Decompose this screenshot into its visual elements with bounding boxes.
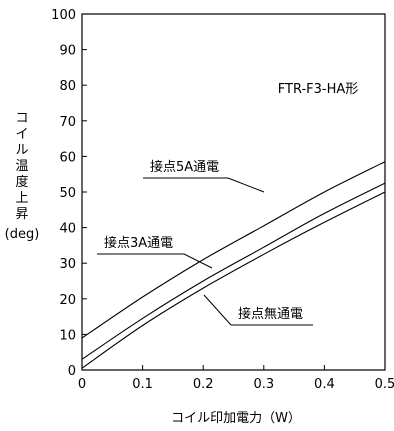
y-tick-label: 30 [59, 257, 76, 272]
x-tick-label: 0.5 [375, 377, 394, 392]
y-ticks: 0 10 20 30 40 50 60 70 80 90 100 [51, 8, 87, 379]
series-lines [81, 161, 386, 369]
x-axis-label: コイル印加電力（W） [171, 411, 301, 426]
y-axis-label-char: 度 [15, 174, 28, 190]
series-label-none: 接点無通電 [238, 306, 303, 322]
x-tick-label: 0.3 [253, 377, 274, 392]
y-tick-label: 70 [59, 115, 76, 130]
y-tick-label: 60 [59, 150, 76, 165]
y-tick-label: 40 [59, 222, 76, 237]
y-axis-label-char: 昇 [15, 207, 28, 222]
series-label-3a-leader [183, 253, 213, 269]
axes [81, 13, 386, 371]
y-axis-label-char: 温 [15, 159, 28, 174]
x-tick-label: 0.1 [132, 377, 153, 392]
y-axis-label-unit: (deg) [5, 227, 40, 242]
y-tick-label: 90 [59, 44, 76, 59]
series-line-3a [81, 182, 386, 360]
series-label-5a-leader [227, 177, 265, 193]
series-label-5a: 接点5A通電 [150, 159, 219, 175]
y-tick-label: 50 [59, 186, 76, 201]
y-tick-label: 10 [59, 328, 76, 343]
y-tick-label: 80 [59, 79, 76, 94]
series-line-none [81, 191, 386, 369]
x-ticks: 0 0.1 0.2 0.3 0.4 0.5 [78, 365, 394, 392]
x-tick-label: 0.4 [314, 377, 335, 392]
y-axis-label-char: ル [15, 143, 28, 158]
y-tick-label: 100 [51, 8, 76, 23]
y-axis-label-char: 上 [15, 191, 28, 206]
y-tick-label: 0 [68, 364, 76, 379]
y-axis-label-char: イ [15, 127, 28, 142]
series-label-3a: 接点3A通電 [104, 235, 173, 251]
series-label-none-leader [203, 294, 232, 326]
y-tick-label: 20 [59, 293, 76, 308]
x-tick-label: 0.2 [193, 377, 214, 392]
y-axis-label-char: コ [15, 111, 28, 126]
x-tick-label: 0 [78, 377, 86, 392]
plot-frame [81, 13, 386, 371]
chart-annotation: FTR-F3-HA形 [278, 82, 359, 97]
series-line-5a [81, 161, 386, 339]
